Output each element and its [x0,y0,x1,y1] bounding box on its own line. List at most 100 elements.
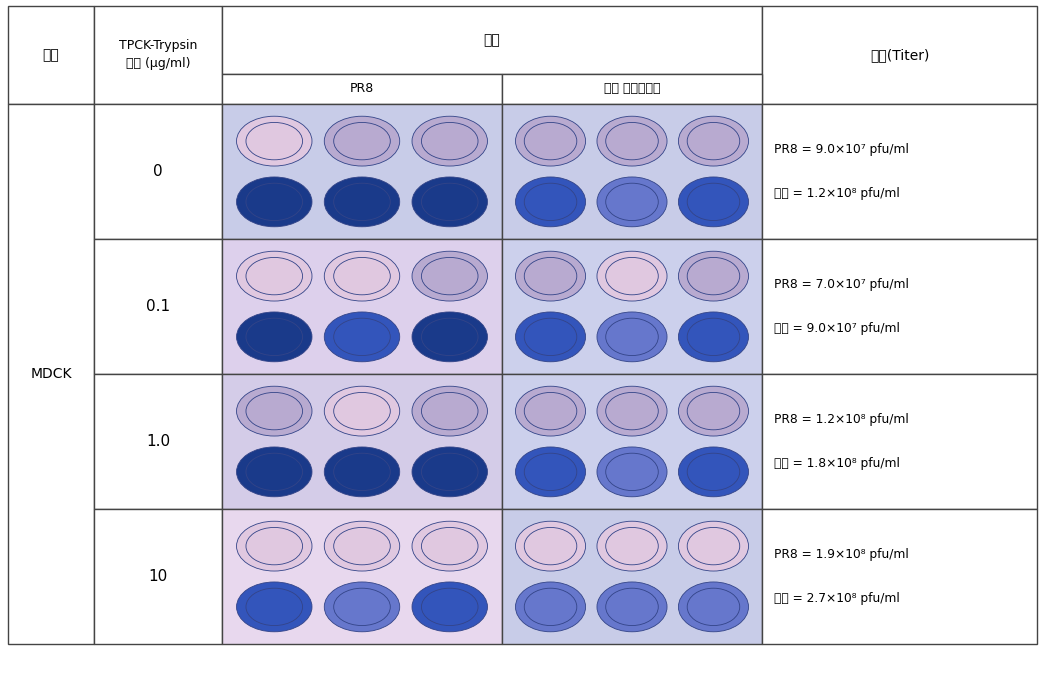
Text: PR8 = 1.2×10⁸ pfu/ml: PR8 = 1.2×10⁸ pfu/ml [774,413,909,426]
Ellipse shape [421,123,478,160]
Text: 결과: 결과 [484,33,501,47]
Bar [762,104,1037,239]
Ellipse shape [236,312,312,362]
Ellipse shape [678,582,748,632]
Ellipse shape [515,251,585,301]
Ellipse shape [412,177,487,227]
Ellipse shape [421,318,478,355]
Ellipse shape [246,318,303,355]
Bar [222,104,502,239]
Bar [8,6,94,104]
Bar [8,104,94,644]
Ellipse shape [525,393,577,430]
Ellipse shape [688,123,740,160]
Bar [762,6,1037,104]
Ellipse shape [606,257,658,294]
Ellipse shape [525,123,577,160]
Text: 신종 인플루엔자: 신종 인플루엔자 [604,83,660,95]
Text: 1.0: 1.0 [146,434,170,449]
Ellipse shape [606,527,658,565]
Ellipse shape [606,183,658,221]
Ellipse shape [333,527,390,565]
Text: 0: 0 [154,164,163,179]
Ellipse shape [333,588,390,626]
Text: PR8 = 1.9×10⁸ pfu/ml: PR8 = 1.9×10⁸ pfu/ml [774,548,909,561]
Ellipse shape [246,123,303,160]
Ellipse shape [236,386,312,436]
Bar [94,6,222,104]
Ellipse shape [597,447,667,497]
Ellipse shape [324,521,400,571]
Ellipse shape [515,177,585,227]
Ellipse shape [333,393,390,430]
Ellipse shape [236,447,312,497]
Ellipse shape [333,257,390,294]
Bar [502,509,762,644]
Bar [222,239,502,374]
Ellipse shape [333,453,390,491]
Ellipse shape [333,123,390,160]
Ellipse shape [678,251,748,301]
Ellipse shape [525,527,577,565]
Text: 10: 10 [148,569,167,584]
Bar [222,6,762,74]
Bar [762,374,1037,509]
Bar [94,374,222,509]
Text: 역가(Titer): 역가(Titer) [869,48,929,62]
Ellipse shape [412,447,487,497]
Ellipse shape [678,386,748,436]
Ellipse shape [236,521,312,571]
Text: 신종 = 1.8×10⁸ pfu/ml: 신종 = 1.8×10⁸ pfu/ml [774,457,900,470]
Ellipse shape [412,251,487,301]
Ellipse shape [688,257,740,294]
Text: PR8 = 7.0×10⁷ pfu/ml: PR8 = 7.0×10⁷ pfu/ml [774,278,909,291]
Ellipse shape [597,582,667,632]
Ellipse shape [324,386,400,436]
Ellipse shape [597,177,667,227]
Ellipse shape [688,183,740,221]
Ellipse shape [606,588,658,626]
Ellipse shape [333,318,390,355]
Text: PR8: PR8 [350,83,374,95]
Ellipse shape [421,393,478,430]
Ellipse shape [246,527,303,565]
Bar [94,104,222,239]
Ellipse shape [324,251,400,301]
Ellipse shape [597,521,667,571]
Bar [222,509,502,644]
Bar [222,374,502,509]
Ellipse shape [421,527,478,565]
Ellipse shape [412,312,487,362]
Bar [94,239,222,374]
Ellipse shape [324,116,400,166]
Ellipse shape [412,521,487,571]
Text: 신종 = 2.7×10⁸ pfu/ml: 신종 = 2.7×10⁸ pfu/ml [774,592,900,605]
Text: 신종 = 1.2×10⁸ pfu/ml: 신종 = 1.2×10⁸ pfu/ml [774,187,900,200]
Ellipse shape [246,183,303,221]
Ellipse shape [515,521,585,571]
Text: TPCK-Trypsin
농도 (μg/ml): TPCK-Trypsin 농도 (μg/ml) [119,39,198,70]
Ellipse shape [688,588,740,626]
Ellipse shape [515,116,585,166]
Ellipse shape [236,116,312,166]
Ellipse shape [688,453,740,491]
Ellipse shape [606,453,658,491]
Ellipse shape [688,318,740,355]
Ellipse shape [606,318,658,355]
Ellipse shape [246,257,303,294]
Text: 신종 = 9.0×10⁷ pfu/ml: 신종 = 9.0×10⁷ pfu/ml [774,322,900,335]
Text: 세포: 세포 [43,48,60,62]
Ellipse shape [678,447,748,497]
Bar [762,509,1037,644]
Ellipse shape [324,312,400,362]
Ellipse shape [412,386,487,436]
Bar [762,239,1037,374]
Ellipse shape [606,393,658,430]
Bar [502,104,762,239]
Ellipse shape [421,183,478,221]
Ellipse shape [606,123,658,160]
Ellipse shape [678,521,748,571]
Ellipse shape [688,527,740,565]
Ellipse shape [515,312,585,362]
Ellipse shape [678,312,748,362]
